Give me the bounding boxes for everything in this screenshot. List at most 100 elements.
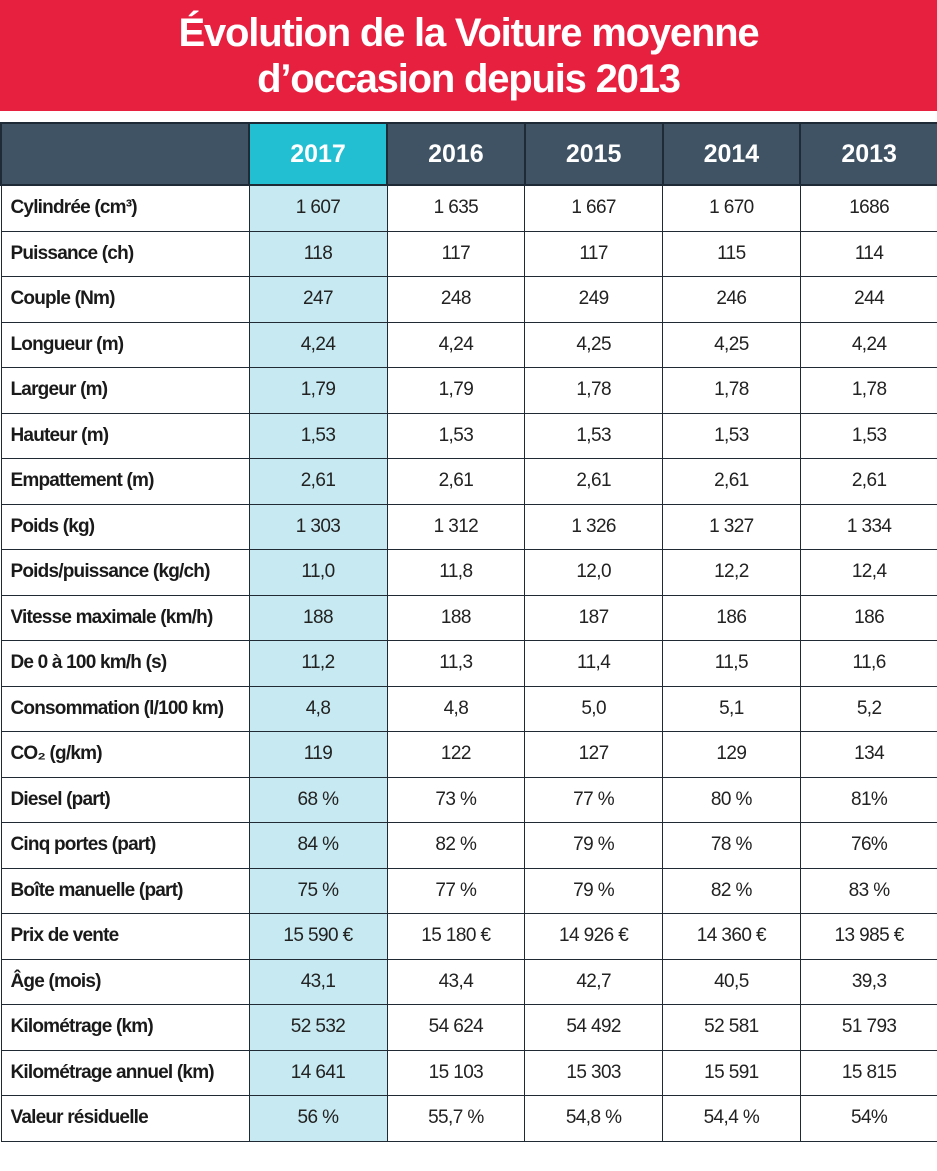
table-row: Vitesse maximale (km/h) 188 188 187 186 186	[0, 594, 937, 641]
table-row: Poids/puissance (kg/ch) 11,0 11,8 12,0 12,2 1…	[0, 549, 937, 596]
value-cell: 129	[662, 731, 801, 778]
header-cell-2014: 2014	[661, 122, 802, 186]
value-cell: 54,8 %	[524, 1095, 663, 1142]
value-cell: 2,61	[248, 458, 388, 505]
value-cell: 1 334	[799, 503, 937, 550]
table-row: Largeur (m) 1,79 1,79 1,78 1,78 1,78	[0, 367, 937, 414]
value-cell: 1 327	[662, 503, 801, 550]
value-cell: 56 %	[248, 1095, 388, 1142]
value-cell: 2,61	[386, 458, 526, 505]
value-cell: 127	[524, 731, 663, 778]
value-cell: 5,0	[524, 685, 663, 732]
value-cell: 1 303	[248, 503, 388, 550]
value-cell: 15 815	[799, 1049, 937, 1096]
value-cell: 1,53	[248, 412, 388, 459]
table-row: Poids (kg) 1 303 1 312 1 326 1 327 1 334	[0, 503, 937, 550]
value-cell: 15 303	[524, 1049, 663, 1096]
value-cell: 39,3	[799, 958, 937, 1005]
value-cell: 54,4 %	[662, 1095, 801, 1142]
table-row: De 0 à 100 km/h (s) 11,2 11,3 11,4 11,5 11,6	[0, 640, 937, 687]
value-cell: 54%	[799, 1095, 937, 1142]
value-cell: 1686	[799, 184, 937, 232]
value-cell: 1 326	[524, 503, 663, 550]
value-cell: 52 581	[662, 1004, 801, 1051]
row-label: Diesel (part)	[0, 776, 250, 823]
table-row: Prix de vente 15 590 €15 180 €14 926 €14 …	[0, 913, 937, 960]
header-cell-label	[0, 122, 250, 186]
value-cell: 73 %	[386, 776, 526, 823]
table-row: CO₂ (g/km) 119 122 127 129 134	[0, 731, 937, 778]
header-row: 2017 2016 2015 2014 2013	[0, 122, 937, 186]
value-cell: 4,24	[799, 321, 937, 368]
value-cell: 43,1	[248, 958, 388, 1005]
value-cell: 247	[248, 276, 388, 323]
row-label: Hauteur (m)	[0, 412, 250, 459]
row-label: Longueur (m)	[0, 321, 250, 368]
row-label: Empattement (m)	[0, 458, 250, 505]
value-cell: 79 %	[524, 822, 663, 869]
value-cell: 244	[799, 276, 937, 323]
value-cell: 11,8	[386, 549, 526, 596]
value-cell: 43,4	[386, 958, 526, 1005]
value-cell: 4,24	[248, 321, 388, 368]
value-cell: 1 667	[524, 184, 663, 232]
value-cell: 1 635	[386, 184, 526, 232]
value-cell: 188	[248, 594, 388, 641]
value-cell: 1,79	[386, 367, 526, 414]
header-cell-2015: 2015	[523, 122, 664, 186]
header-cell-2016: 2016	[386, 122, 526, 186]
value-cell: 2,61	[799, 458, 937, 505]
value-cell: 11,5	[662, 640, 801, 687]
value-cell: 117	[524, 230, 663, 277]
value-cell: 2,61	[524, 458, 663, 505]
row-label: Puissance (ch)	[0, 230, 250, 277]
value-cell: 119	[248, 731, 388, 778]
value-cell: 115	[662, 230, 801, 277]
row-label: Boîte manuelle (part)	[0, 867, 250, 914]
row-label: Âge (mois)	[0, 958, 250, 1005]
value-cell: 83 %	[799, 867, 937, 914]
table-row: Kilométrage (km) 52 532 54 624 54 492 52 581…	[0, 1004, 937, 1051]
value-cell: 77 %	[386, 867, 526, 914]
value-cell: 14 641	[248, 1049, 388, 1096]
table-row: Valeur résiduelle 56 % 55,7 % 54,8 % 54,4 % 5…	[0, 1095, 937, 1142]
value-cell: 134	[799, 731, 937, 778]
row-label: Couple (Nm)	[0, 276, 250, 323]
row-label: Poids/puissance (kg/ch)	[0, 549, 250, 596]
value-cell: 11,2	[248, 640, 388, 687]
value-cell: 4,8	[248, 685, 388, 732]
row-label: Kilométrage annuel (km)	[0, 1049, 250, 1096]
value-cell: 117	[386, 230, 526, 277]
value-cell: 1,53	[662, 412, 801, 459]
table-row: Boîte manuelle (part) 75 % 77 % 79 % 82 % 83 …	[0, 867, 937, 914]
row-label: Valeur résiduelle	[0, 1095, 250, 1142]
row-label: Consommation (l/100 km)	[0, 685, 250, 732]
value-cell: 82 %	[386, 822, 526, 869]
value-cell: 1,79	[248, 367, 388, 414]
table-row: Consommation (l/100 km) 4,8 4,8 5,0 5,1 5,2	[0, 685, 937, 732]
table-row: Couple (Nm) 247 248 249 246 244	[0, 276, 937, 323]
row-label: Cinq portes (part)	[0, 822, 250, 869]
row-label: De 0 à 100 km/h (s)	[0, 640, 250, 687]
value-cell: 1,53	[799, 412, 937, 459]
value-cell: 186	[799, 594, 937, 641]
table-row: Kilométrage annuel (km) 14 641 15 103 15 30…	[0, 1049, 937, 1096]
value-cell: 15 591	[662, 1049, 801, 1096]
value-cell: 249	[524, 276, 663, 323]
value-cell: 51 793	[799, 1004, 937, 1051]
value-cell: 12,2	[662, 549, 801, 596]
spec-table: 2017 2016 2015 2014 2013 Cylindrée (cm³)…	[0, 122, 937, 1142]
value-cell: 186	[662, 594, 801, 641]
value-cell: 248	[386, 276, 526, 323]
value-cell: 55,7 %	[386, 1095, 526, 1142]
value-cell: 14 360 €	[662, 913, 801, 960]
value-cell: 1 607	[248, 184, 388, 232]
value-cell: 114	[799, 230, 937, 277]
value-cell: 78 %	[662, 822, 801, 869]
value-cell: 84 %	[248, 822, 388, 869]
value-cell: 75 %	[248, 867, 388, 914]
value-cell: 11,0	[248, 549, 388, 596]
table-row: Puissance (ch) 118 117 117 115 114	[0, 230, 937, 277]
row-label: Vitesse maximale (km/h)	[0, 594, 250, 641]
table-row: Cylindrée (cm³) 1 607 1 635 1 667 1 670 1686	[0, 184, 937, 232]
